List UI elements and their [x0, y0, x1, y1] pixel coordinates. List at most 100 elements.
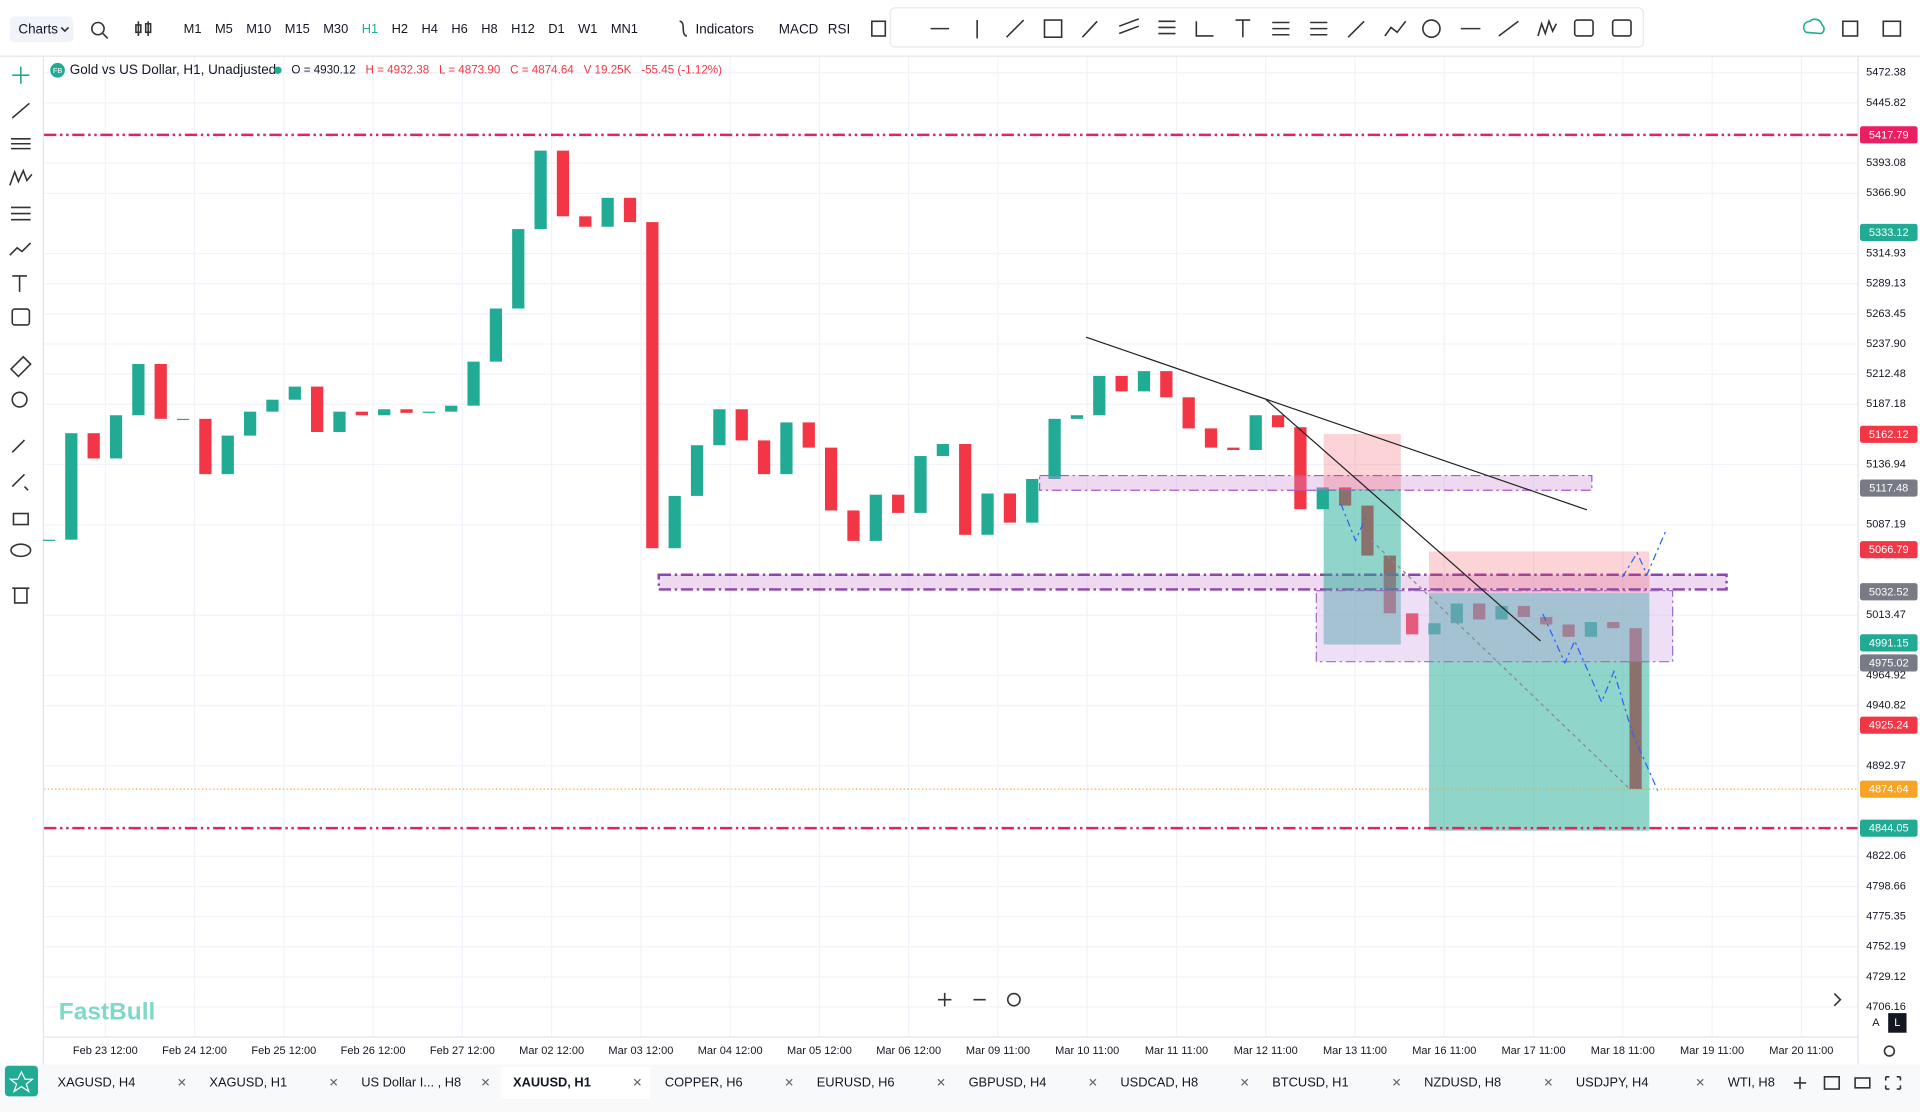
magnet-tool[interactable] — [11, 439, 29, 491]
close-tab[interactable] — [633, 1078, 641, 1086]
projection-tool[interactable] — [11, 206, 31, 221]
tool[interactable] — [1611, 19, 1632, 37]
cloud-icon[interactable] — [1802, 18, 1825, 35]
close-tab[interactable] — [482, 1078, 490, 1086]
x-tick-label: Mar 12 11:00 — [1234, 1045, 1298, 1057]
timeframe[interactable]: W1 — [578, 21, 597, 36]
ruler-tool[interactable] — [9, 355, 32, 378]
auto-scale[interactable]: A — [1872, 1017, 1880, 1029]
close-tab[interactable] — [1089, 1078, 1097, 1086]
timeframe[interactable]: H4 — [421, 21, 437, 36]
tab[interactable]: XAUUSD, H1 — [513, 1074, 591, 1089]
cross-tool[interactable] — [12, 66, 30, 84]
active-tab[interactable] — [500, 1067, 651, 1099]
candle — [1160, 371, 1173, 398]
target-zone — [1428, 593, 1650, 831]
indicators-button[interactable]: Indicators — [696, 21, 755, 36]
timeframe[interactable]: H12 — [511, 21, 535, 36]
tab[interactable]: WTI, H8 — [1728, 1074, 1775, 1089]
charts-button[interactable] — [9, 16, 74, 43]
tool[interactable] — [930, 19, 1025, 39]
zone — [1038, 474, 1593, 491]
chevron — [60, 26, 70, 33]
candle — [847, 510, 860, 541]
timeframe[interactable]: H8 — [481, 21, 497, 36]
charts-menu[interactable]: Charts — [18, 21, 58, 36]
close-tab[interactable] — [1544, 1078, 1552, 1086]
window-button[interactable] — [1854, 1077, 1871, 1089]
price-tag-label: 4991.15 — [1869, 637, 1909, 649]
tab[interactable]: XAGUSD, H1 — [209, 1074, 287, 1089]
tool[interactable] — [1573, 19, 1594, 37]
macd-button[interactable]: MACD — [779, 21, 819, 36]
favorites-button[interactable] — [4, 1065, 38, 1097]
timeframe[interactable]: D1 — [548, 21, 564, 36]
candle — [266, 399, 279, 412]
fib-tool[interactable] — [11, 138, 31, 150]
candle — [489, 308, 503, 362]
ohlc-legend: O = 4930.12 H = 4932.38 L = 4873.90 C = 487… — [291, 63, 722, 76]
timeframe[interactable]: H6 — [451, 21, 467, 36]
tool[interactable] — [1422, 19, 1441, 38]
log-scale[interactable]: L — [1894, 1017, 1900, 1029]
price-tag-label: 5417.79 — [1869, 129, 1909, 141]
log-button[interactable] — [1888, 1013, 1907, 1033]
candle — [176, 418, 190, 421]
close-tab[interactable] — [178, 1078, 186, 1086]
timeframe[interactable]: H2 — [392, 21, 408, 36]
x-tick-label: Mar 03 12:00 — [608, 1045, 673, 1057]
tab[interactable]: BTCUSD, H1 — [1272, 1074, 1348, 1089]
text-tool[interactable] — [12, 275, 27, 292]
close-tab[interactable] — [330, 1078, 338, 1086]
price-tag-label: 4975.02 — [1869, 657, 1909, 669]
timeframe[interactable]: M10 — [246, 21, 271, 36]
close-tab[interactable] — [1393, 1078, 1401, 1086]
close-tab[interactable] — [785, 1078, 793, 1086]
tool[interactable] — [1081, 18, 1558, 38]
delete-tool[interactable] — [12, 587, 30, 604]
rsi-button[interactable]: RSI — [828, 21, 850, 36]
timeframe[interactable]: M15 — [285, 21, 310, 36]
timeframe[interactable]: M30 — [323, 21, 348, 36]
settings-icon[interactable] — [1883, 1045, 1896, 1057]
zoom-tool[interactable] — [11, 391, 28, 408]
tab[interactable]: XAGUSD, H4 — [58, 1074, 136, 1089]
scroll-right[interactable] — [1833, 992, 1842, 1007]
candle — [1003, 493, 1017, 523]
candle — [1070, 415, 1084, 419]
tab[interactable]: USDCAD, H8 — [1120, 1074, 1198, 1089]
path-tool[interactable] — [9, 242, 32, 256]
eye-tool[interactable] — [10, 543, 32, 558]
lock-tool[interactable] — [12, 512, 29, 526]
zoom-button[interactable] — [937, 992, 986, 1007]
reset-button[interactable] — [1006, 992, 1021, 1007]
tab[interactable]: GBPUSD, H4 — [969, 1074, 1047, 1089]
tool[interactable] — [1043, 19, 1063, 38]
candle-type-icon[interactable] — [135, 21, 152, 36]
timeframe[interactable]: H1 — [362, 21, 378, 36]
tab[interactable]: NZDUSD, H8 — [1424, 1074, 1501, 1089]
search-icon[interactable] — [91, 21, 105, 36]
share-icon[interactable] — [1842, 20, 1859, 37]
emoji-tool[interactable] — [11, 308, 31, 326]
timeframe[interactable]: M1 — [184, 21, 202, 36]
add-tab[interactable] — [1793, 1076, 1807, 1090]
line-tool[interactable] — [11, 102, 30, 119]
layout-icon[interactable] — [871, 20, 887, 37]
close-tab[interactable] — [937, 1078, 945, 1086]
pattern-tool[interactable] — [9, 168, 33, 186]
close-tab[interactable] — [1696, 1078, 1704, 1086]
fullscreen-button[interactable] — [1884, 1076, 1902, 1090]
timeframe[interactable]: M5 — [215, 21, 233, 36]
y-tick-label: 5136.94 — [1866, 458, 1906, 470]
close-tab[interactable] — [1241, 1078, 1249, 1086]
panel-icon[interactable] — [1882, 20, 1902, 37]
layout-button[interactable] — [1823, 1076, 1840, 1090]
tab[interactable]: EURUSD, H6 — [817, 1074, 895, 1089]
tab[interactable]: USDJPY, H4 — [1576, 1074, 1649, 1089]
timeframe[interactable]: MN1 — [611, 21, 638, 36]
tab[interactable]: US Dollar I... , H8 — [361, 1074, 461, 1089]
tab[interactable]: COPPER, H6 — [665, 1074, 743, 1089]
price-tag-label: 4874.64 — [1869, 784, 1909, 796]
candle — [936, 444, 949, 457]
